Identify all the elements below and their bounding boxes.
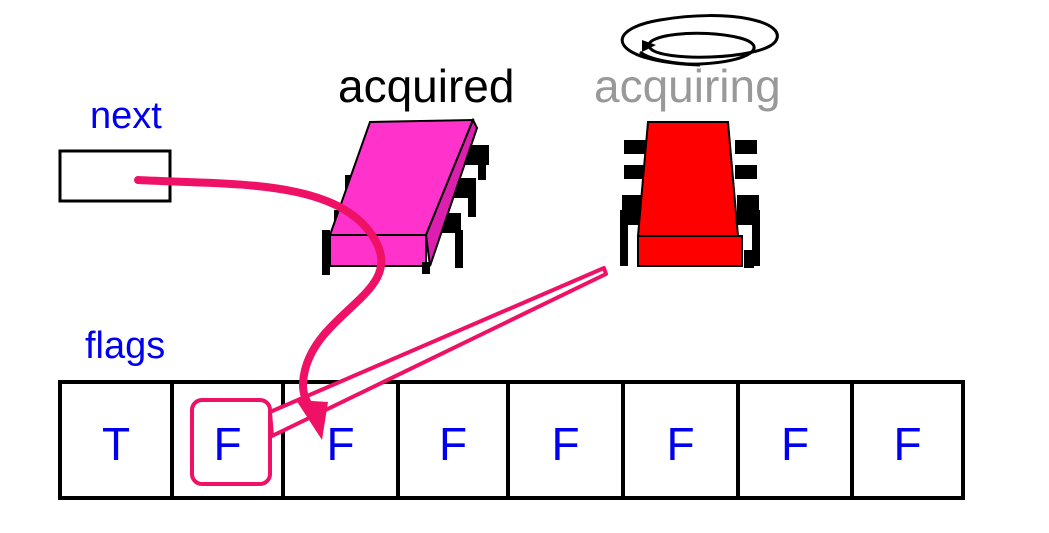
acquiring-pointer-arrow xyxy=(268,266,608,438)
acquiring-chip-icon xyxy=(620,121,760,268)
flag-cell-3: F xyxy=(439,418,467,470)
flag-cell-0: T xyxy=(102,418,130,470)
flags-label: flags xyxy=(85,325,165,367)
spiral-icon xyxy=(620,14,779,67)
flag-cell-5: F xyxy=(666,418,694,470)
acquired-label: acquired xyxy=(338,60,514,112)
flag-cell-4: F xyxy=(551,418,579,470)
flag-cell-6: F xyxy=(781,418,809,470)
flag-cell-2: F xyxy=(326,418,354,470)
next-pointer-arrow xyxy=(134,176,386,440)
flag-cell-1: F xyxy=(213,418,241,470)
flag-highlight xyxy=(190,398,272,486)
flag-cell-7: F xyxy=(893,418,921,470)
acquired-chip-icon xyxy=(322,117,489,275)
next-label: next xyxy=(90,95,162,137)
next-register xyxy=(58,149,172,203)
acquiring-label: acquiring xyxy=(594,60,781,112)
